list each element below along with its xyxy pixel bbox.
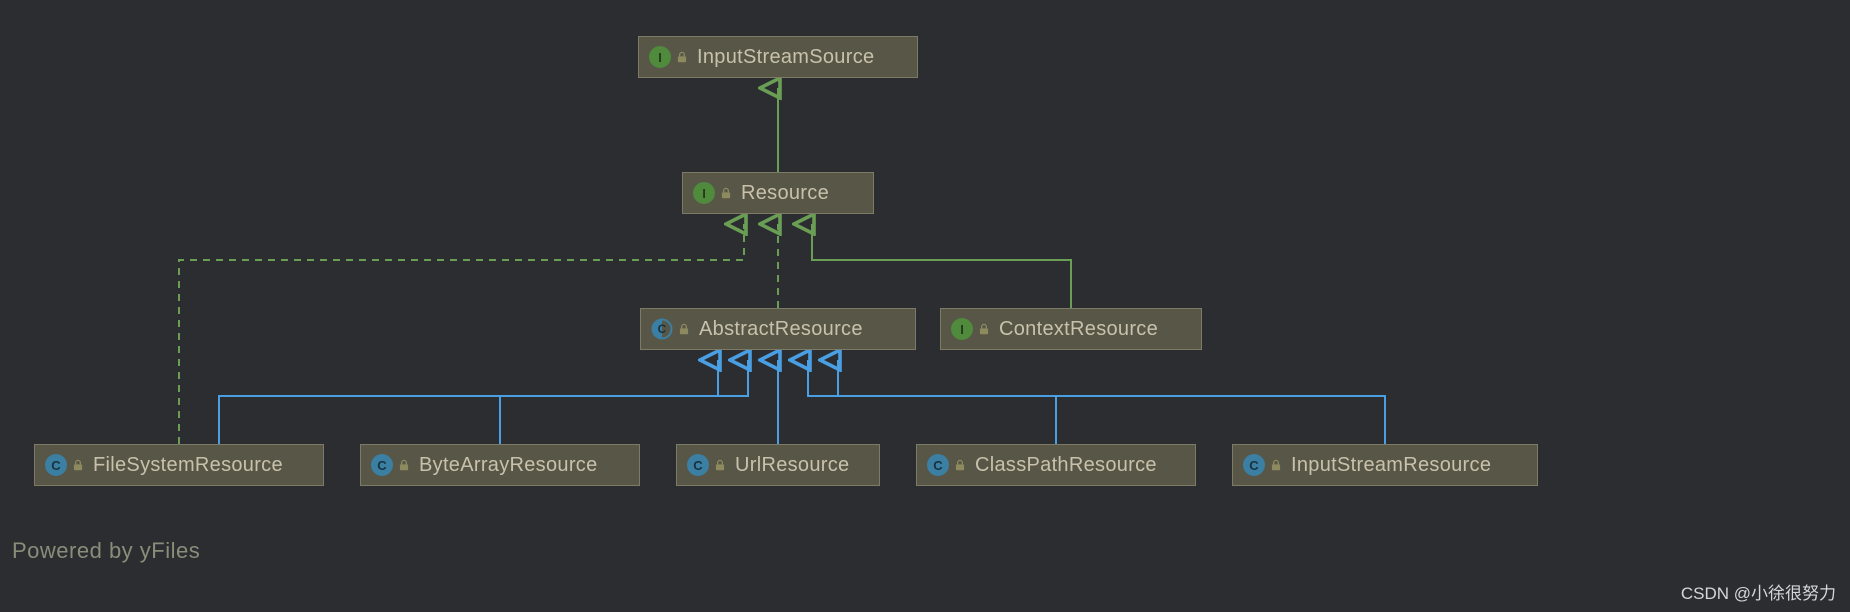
node-label: InputStreamResource bbox=[1291, 454, 1491, 477]
watermark-yfiles: Powered by yFiles bbox=[12, 538, 200, 564]
interface-icon: I bbox=[951, 318, 973, 340]
class-icon: C bbox=[1243, 454, 1265, 476]
node-label: InputStreamSource bbox=[697, 46, 874, 69]
class-icon: C bbox=[927, 454, 949, 476]
lock-icon bbox=[713, 458, 727, 472]
edge-layer bbox=[0, 0, 1850, 612]
node-UrlResource: C UrlResource bbox=[676, 444, 880, 486]
interface-icon: I bbox=[693, 182, 715, 204]
edge-ClassPathResource-to-AbstractResource bbox=[808, 360, 1056, 444]
edge-ByteArrayResource-to-AbstractResource bbox=[500, 360, 748, 444]
node-FileSystemResource: C FileSystemResource bbox=[34, 444, 324, 486]
node-ClassPathResource: C ClassPathResource bbox=[916, 444, 1196, 486]
node-label: ClassPathResource bbox=[975, 454, 1157, 477]
lock-icon bbox=[719, 186, 733, 200]
node-label: ByteArrayResource bbox=[419, 454, 598, 477]
node-Resource: I Resource bbox=[682, 172, 874, 214]
node-label: FileSystemResource bbox=[93, 454, 283, 477]
lock-icon bbox=[675, 50, 689, 64]
svg-text:C: C bbox=[658, 322, 667, 336]
class-icon: C bbox=[687, 454, 709, 476]
node-InputStreamSource: I InputStreamSource bbox=[638, 36, 918, 78]
lock-icon bbox=[1269, 458, 1283, 472]
edge-FileSystemResource-to-AbstractResource bbox=[219, 360, 718, 444]
interface-icon: I bbox=[649, 46, 671, 68]
class-icon: C bbox=[45, 454, 67, 476]
node-label: ContextResource bbox=[999, 318, 1158, 341]
class-icon: C bbox=[371, 454, 393, 476]
node-InputStreamResource: C InputStreamResource bbox=[1232, 444, 1538, 486]
edge-InputStreamResource-to-AbstractResource bbox=[838, 360, 1385, 444]
lock-icon bbox=[977, 322, 991, 336]
node-AbstractResource: C AbstractResource bbox=[640, 308, 916, 350]
watermark-csdn: CSDN @小徐很努力 bbox=[1681, 579, 1836, 604]
lock-icon bbox=[71, 458, 85, 472]
lock-icon bbox=[397, 458, 411, 472]
edge-ContextResource-to-Resource bbox=[812, 224, 1071, 308]
node-label: Resource bbox=[741, 182, 829, 205]
abstract-class-icon: C bbox=[651, 318, 673, 340]
lock-icon bbox=[953, 458, 967, 472]
node-label: UrlResource bbox=[735, 454, 849, 477]
node-label: AbstractResource bbox=[699, 318, 863, 341]
node-ByteArrayResource: C ByteArrayResource bbox=[360, 444, 640, 486]
node-ContextResource: I ContextResource bbox=[940, 308, 1202, 350]
lock-icon bbox=[677, 322, 691, 336]
